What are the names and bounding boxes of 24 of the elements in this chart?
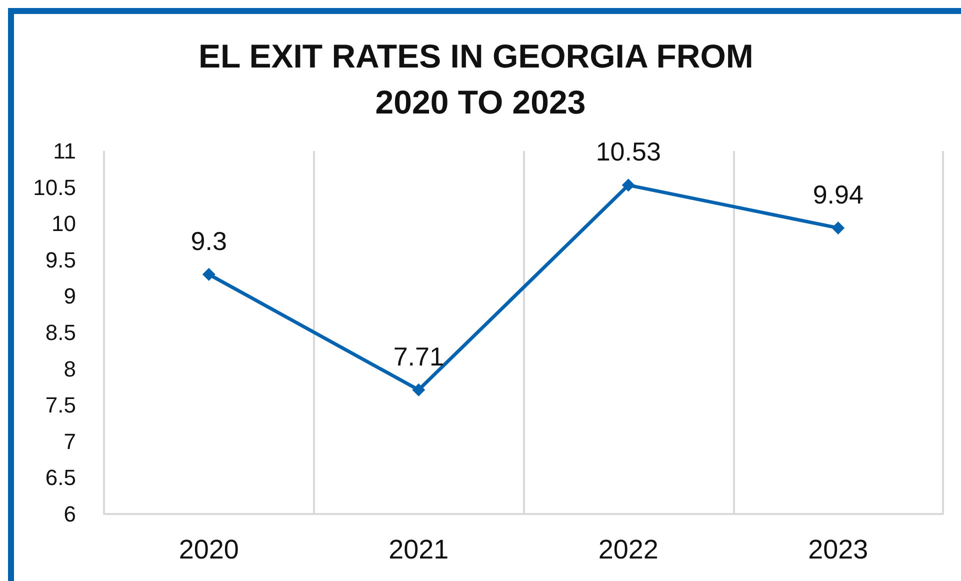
- y-tick-label: 7.5: [45, 392, 76, 418]
- x-tick-label: 2022: [598, 534, 658, 564]
- y-tick-label: 6: [64, 502, 76, 526]
- x-tick-label: 2021: [388, 534, 449, 564]
- data-label: 7.71: [393, 341, 444, 372]
- y-tick-label: 6.5: [45, 465, 76, 490]
- point: [412, 383, 426, 396]
- point: [202, 268, 216, 281]
- y-tick-label: 8.5: [45, 320, 76, 345]
- y-tick-label: 10: [52, 211, 76, 236]
- data-label: 10.53: [596, 136, 661, 167]
- y-tick-label: 10.5: [33, 174, 76, 200]
- x-tick-label: 2023: [808, 534, 868, 564]
- point: [832, 221, 845, 234]
- y-tick-label: 9.5: [45, 247, 76, 272]
- y-tick-label: 8: [64, 356, 76, 382]
- y-tick-label: 9: [64, 284, 76, 309]
- data-label: 9.3: [190, 226, 227, 256]
- x-tick-label: 2020: [178, 534, 239, 564]
- y-tick-label: 11: [53, 138, 76, 164]
- point: [622, 178, 635, 192]
- chart-title: EL EXIT RATES IN GEORGIA FROM 2020 TO 2023: [198, 38, 763, 120]
- data-label: 9.94: [812, 179, 864, 210]
- y-tick-label: 7: [64, 428, 76, 454]
